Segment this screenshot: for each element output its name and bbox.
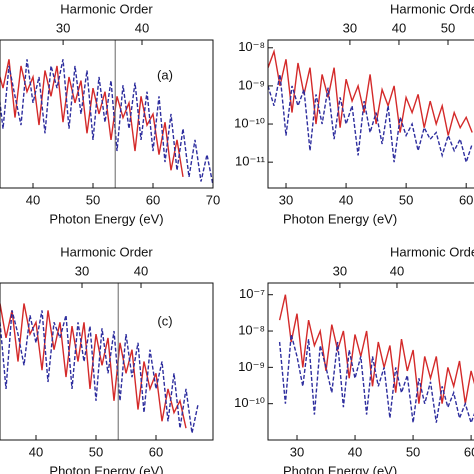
x2-tick-label: 40 xyxy=(134,263,148,278)
spectrum-line xyxy=(268,48,473,136)
y-tick-label: 10⁻⁹ xyxy=(238,359,265,374)
y-tick-label: 10⁻⁷ xyxy=(239,286,265,301)
x-tick-label: 50 xyxy=(86,192,100,207)
spectrum-line xyxy=(268,74,473,165)
x2-axis-title: Harmonic Order xyxy=(60,1,153,16)
x2-tick-label: 50 xyxy=(441,20,455,35)
y-tick-label: 10⁻¹⁰ xyxy=(234,395,265,410)
x-axis-title: Photon Energy (eV) xyxy=(283,211,397,226)
x2-axis-title: Harmonic Order xyxy=(60,244,153,259)
spectrum-line xyxy=(0,59,184,178)
x-tick-label: 40 xyxy=(348,444,362,459)
x-tick-label: 30 xyxy=(290,444,304,459)
x-tick-label: 30 xyxy=(279,192,293,207)
x-tick-label: 50 xyxy=(89,444,103,459)
x-tick-label: 60 xyxy=(459,192,473,207)
spectrum-line xyxy=(0,310,199,434)
x2-tick-label: 30 xyxy=(75,263,89,278)
y-tick-label: 10⁻¹⁰ xyxy=(234,115,265,130)
x2-tick-label: 40 xyxy=(390,263,404,278)
x-tick-label: 50 xyxy=(406,444,420,459)
x2-tick-label: 30 xyxy=(343,20,357,35)
x2-tick-label: 40 xyxy=(392,20,406,35)
x-tick-label: 60 xyxy=(149,444,163,459)
x2-axis-title: Harmonic Order xyxy=(390,1,474,16)
y-tick-label: 10⁻⁹ xyxy=(238,77,265,92)
y-tick-label: 10⁻⁸ xyxy=(238,322,265,337)
x-tick-label: 70 xyxy=(206,192,220,207)
x-tick-label: 40 xyxy=(26,192,40,207)
x2-tick-label: 30 xyxy=(56,20,70,35)
panel-label: (c) xyxy=(157,313,172,328)
plot-frame xyxy=(267,282,474,441)
panel-label: (a) xyxy=(157,67,173,82)
plot-frame xyxy=(0,39,214,189)
x2-axis-title: Harmonic Order xyxy=(390,244,474,259)
y-tick-label: 10⁻⁸ xyxy=(238,39,265,54)
x-tick-label: 40 xyxy=(339,192,353,207)
spectrum-line xyxy=(0,59,213,186)
x-axis-title: Photon Energy (eV) xyxy=(283,463,397,474)
x-axis-title: Photon Energy (eV) xyxy=(49,463,163,474)
spectrum-line xyxy=(0,303,187,429)
x2-tick-label: 40 xyxy=(135,20,149,35)
plot-frame xyxy=(0,282,214,441)
y-tick-label: 10⁻¹¹ xyxy=(235,154,266,169)
plot-frame xyxy=(267,39,474,189)
x-tick-label: 50 xyxy=(399,192,413,207)
x2-tick-label: 30 xyxy=(333,263,347,278)
x-axis-title: Photon Energy (eV) xyxy=(49,211,163,226)
spectrum-line xyxy=(278,334,474,425)
x-tick-label: 40 xyxy=(29,444,43,459)
x-tick-label: 60 xyxy=(464,444,474,459)
x-tick-label: 60 xyxy=(146,192,160,207)
